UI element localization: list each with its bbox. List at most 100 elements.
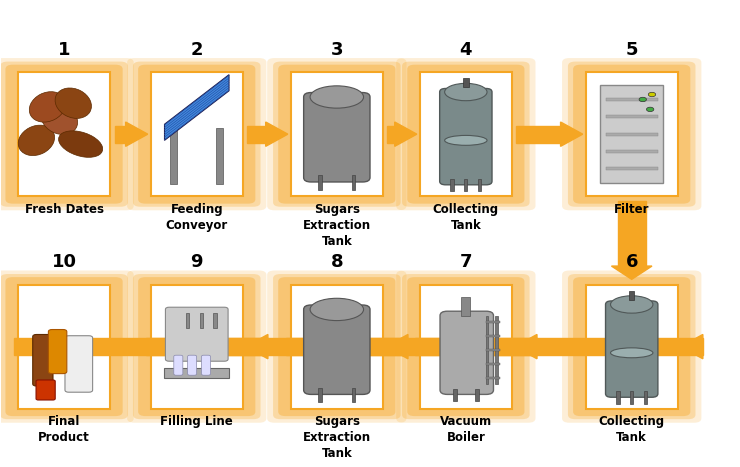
Bar — [585, 72, 678, 196]
Text: Collecting
Tank: Collecting Tank — [599, 415, 665, 444]
FancyBboxPatch shape — [278, 277, 395, 416]
FancyBboxPatch shape — [573, 277, 690, 416]
FancyBboxPatch shape — [402, 274, 530, 419]
Polygon shape — [561, 122, 582, 146]
FancyBboxPatch shape — [188, 355, 197, 375]
Bar — [486, 321, 500, 323]
Bar — [18, 285, 110, 409]
Ellipse shape — [445, 135, 487, 145]
Text: Filling Line: Filling Line — [161, 415, 233, 428]
Polygon shape — [247, 126, 266, 142]
Bar — [216, 128, 223, 184]
Bar — [420, 285, 512, 409]
Ellipse shape — [610, 348, 653, 358]
Bar — [186, 313, 189, 328]
FancyBboxPatch shape — [273, 274, 400, 419]
Polygon shape — [415, 338, 703, 355]
Polygon shape — [286, 338, 537, 355]
Ellipse shape — [30, 92, 66, 122]
Polygon shape — [266, 122, 288, 146]
Polygon shape — [147, 338, 408, 355]
Polygon shape — [13, 338, 268, 355]
Text: 9: 9 — [190, 254, 203, 271]
Polygon shape — [164, 75, 229, 141]
FancyBboxPatch shape — [133, 62, 260, 207]
FancyBboxPatch shape — [605, 301, 658, 397]
FancyBboxPatch shape — [573, 65, 690, 204]
FancyBboxPatch shape — [0, 274, 128, 419]
Text: 3: 3 — [331, 41, 343, 59]
Bar — [486, 335, 500, 337]
Polygon shape — [115, 126, 126, 142]
Bar — [616, 391, 619, 403]
Bar — [461, 297, 471, 316]
FancyBboxPatch shape — [267, 58, 406, 210]
Bar — [463, 78, 468, 87]
Ellipse shape — [18, 125, 55, 156]
FancyBboxPatch shape — [407, 65, 525, 204]
Text: Fresh Dates: Fresh Dates — [24, 203, 104, 216]
FancyBboxPatch shape — [402, 62, 530, 207]
Bar — [352, 388, 355, 403]
Text: Vacuum
Boiler: Vacuum Boiler — [440, 415, 492, 444]
Bar — [164, 368, 229, 378]
Bar — [486, 349, 500, 351]
Bar — [464, 179, 468, 191]
FancyBboxPatch shape — [65, 336, 92, 392]
FancyBboxPatch shape — [36, 380, 55, 400]
FancyBboxPatch shape — [5, 277, 123, 416]
FancyBboxPatch shape — [568, 274, 696, 419]
Bar — [151, 285, 243, 409]
Bar — [451, 179, 454, 191]
FancyBboxPatch shape — [440, 311, 494, 395]
Text: Sugars
Extraction
Tank: Sugars Extraction Tank — [303, 415, 371, 460]
Polygon shape — [246, 334, 268, 359]
Ellipse shape — [310, 298, 363, 320]
FancyBboxPatch shape — [562, 58, 702, 210]
FancyBboxPatch shape — [133, 274, 260, 419]
Ellipse shape — [41, 104, 78, 134]
Text: Sugars
Extraction
Tank: Sugars Extraction Tank — [303, 203, 371, 248]
Polygon shape — [394, 122, 417, 146]
Text: 1: 1 — [58, 41, 70, 59]
Polygon shape — [515, 334, 537, 359]
Bar — [585, 285, 678, 409]
Text: Collecting
Tank: Collecting Tank — [433, 203, 499, 232]
Polygon shape — [387, 126, 394, 142]
Bar — [495, 316, 497, 384]
Polygon shape — [386, 334, 408, 359]
Bar — [606, 133, 658, 135]
Text: Filter: Filter — [614, 203, 650, 216]
Bar — [318, 388, 322, 403]
Circle shape — [648, 92, 656, 97]
Text: 5: 5 — [625, 41, 638, 59]
Ellipse shape — [55, 88, 92, 119]
FancyBboxPatch shape — [278, 65, 395, 204]
Bar — [200, 313, 204, 328]
FancyBboxPatch shape — [568, 62, 696, 207]
Ellipse shape — [58, 131, 103, 157]
FancyBboxPatch shape — [127, 58, 266, 210]
FancyBboxPatch shape — [138, 277, 255, 416]
Circle shape — [647, 107, 654, 112]
Ellipse shape — [445, 83, 487, 101]
FancyBboxPatch shape — [303, 305, 370, 395]
Bar — [475, 389, 479, 401]
Bar — [606, 167, 658, 170]
Bar — [151, 72, 243, 196]
Text: Final
Product: Final Product — [38, 415, 90, 444]
FancyBboxPatch shape — [0, 62, 128, 207]
Bar — [486, 376, 500, 379]
FancyBboxPatch shape — [127, 270, 266, 423]
Bar — [644, 391, 648, 403]
Text: Feeding
Conveyor: Feeding Conveyor — [166, 203, 228, 232]
FancyBboxPatch shape — [33, 334, 53, 386]
Bar — [291, 285, 383, 409]
Bar — [170, 128, 178, 184]
FancyBboxPatch shape — [0, 58, 134, 210]
Bar — [318, 175, 322, 190]
FancyBboxPatch shape — [273, 62, 400, 207]
FancyBboxPatch shape — [48, 330, 67, 374]
Circle shape — [639, 97, 647, 102]
FancyBboxPatch shape — [396, 58, 536, 210]
